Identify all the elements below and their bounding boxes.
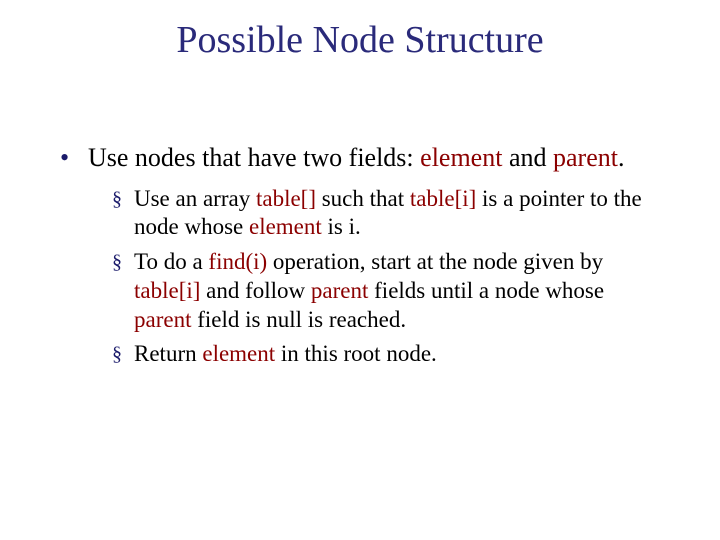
text: Return: [134, 341, 202, 366]
text: To do a: [134, 249, 208, 274]
text: .: [618, 143, 625, 172]
keyword-element: element: [420, 143, 502, 172]
slide-body: Use nodes that have two fields: element …: [0, 62, 720, 369]
text: and follow: [200, 278, 311, 303]
text: operation, start at the node given by: [267, 249, 603, 274]
keyword-table-i: table[i]: [410, 186, 476, 211]
keyword-element: element: [249, 214, 322, 239]
keyword-parent: parent: [553, 143, 618, 172]
bullet-list-level2: Use an array table[] such that table[i] …: [88, 185, 660, 370]
text: and: [502, 143, 553, 172]
bullet-item-1: Use nodes that have two fields: element …: [60, 142, 660, 369]
keyword-find-i: find(i): [208, 249, 267, 274]
text: field is null is reached.: [191, 307, 406, 332]
text: fields until a node whose: [368, 278, 604, 303]
text: Use an array: [134, 186, 256, 211]
text: is i.: [322, 214, 361, 239]
keyword-parent: parent: [311, 278, 368, 303]
keyword-table-array: table[]: [256, 186, 316, 211]
bullet-list-level1: Use nodes that have two fields: element …: [60, 142, 660, 369]
slide-title: Possible Node Structure: [0, 0, 720, 62]
sub-item-2: To do a find(i) operation, start at the …: [112, 248, 660, 334]
text: Use nodes that have two fields:: [88, 143, 420, 172]
sub-item-1: Use an array table[] such that table[i] …: [112, 185, 660, 243]
slide: Possible Node Structure Use nodes that h…: [0, 0, 720, 540]
text: in this root node.: [275, 341, 437, 366]
keyword-table-i: table[i]: [134, 278, 200, 303]
sub-item-3: Return element in this root node.: [112, 340, 660, 369]
keyword-parent: parent: [134, 307, 191, 332]
keyword-element: element: [202, 341, 275, 366]
text: such that: [316, 186, 410, 211]
